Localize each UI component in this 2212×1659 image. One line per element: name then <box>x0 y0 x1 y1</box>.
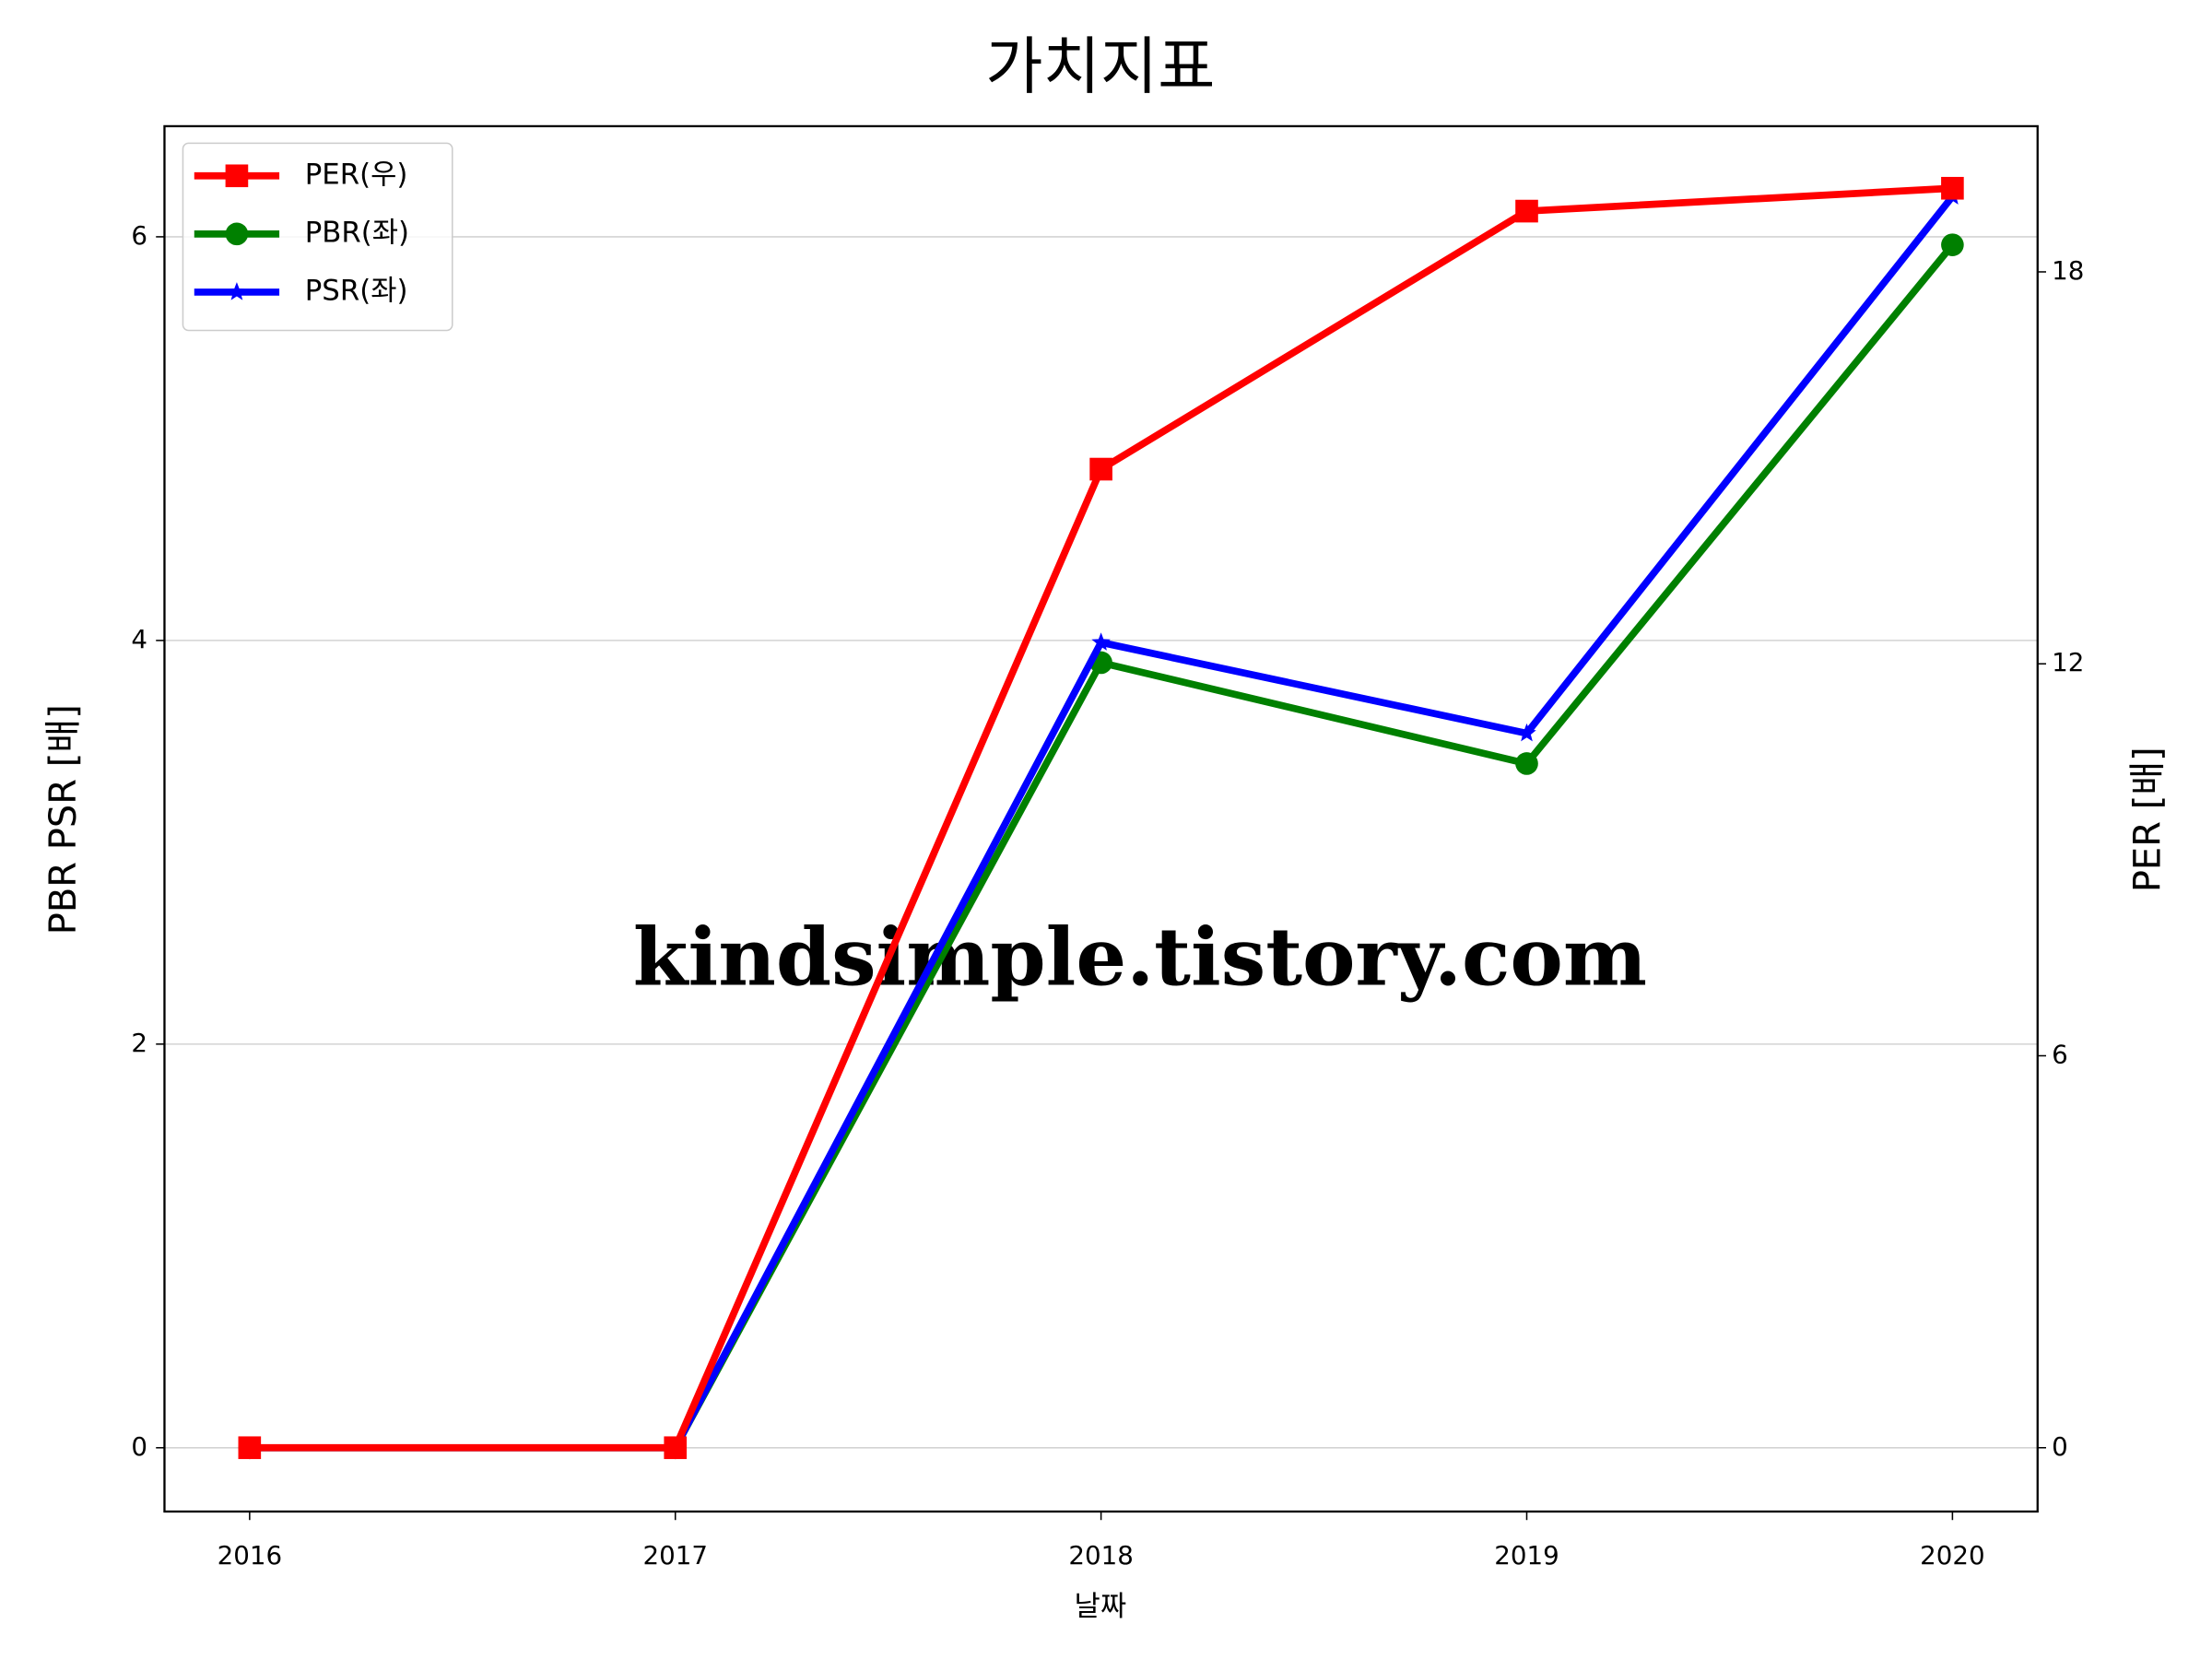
marker <box>1089 457 1112 481</box>
y2-tick-label: 0 <box>2052 1431 2068 1462</box>
legend-label: PBR(좌) <box>305 216 409 249</box>
y-tick-label: 2 <box>131 1028 147 1058</box>
legend-marker <box>225 164 249 188</box>
y-axis-label: PBR PSR [배] <box>42 704 85 935</box>
legend-label: PER(우) <box>305 158 408 191</box>
legend-marker <box>227 282 247 300</box>
x-tick-label: 2020 <box>1920 1540 1984 1571</box>
marker <box>1517 723 1536 742</box>
legend: PER(우) PBR(좌) PSR(좌) <box>182 142 453 332</box>
marker <box>1091 632 1111 651</box>
x-axis-label: 날짜 <box>1075 1590 1127 1623</box>
watermark: kindsimple.tistory.com <box>633 912 1647 1005</box>
legend-box <box>182 142 453 332</box>
marker <box>1515 199 1538 223</box>
x-tick-label: 2018 <box>1068 1540 1133 1571</box>
marker <box>1941 233 1964 256</box>
legend-label: PSR(좌) <box>305 274 408 307</box>
chart-title: 가치지표 <box>985 29 1215 102</box>
series-line <box>249 184 1953 1452</box>
marker <box>1941 176 1964 200</box>
x-tick-label: 2019 <box>1494 1540 1559 1571</box>
x-tick-label: 2016 <box>218 1540 282 1571</box>
plot-frame <box>163 124 2039 1513</box>
series-line <box>249 194 1956 1452</box>
y-tick-label: 0 <box>131 1431 147 1462</box>
y2-tick-label: 6 <box>2052 1039 2068 1069</box>
y-tick-label: 4 <box>131 624 147 654</box>
legend-marker <box>225 222 249 246</box>
marker <box>664 1436 688 1460</box>
marker <box>238 1436 262 1460</box>
marker <box>1515 752 1538 775</box>
y-tick-label: 6 <box>131 220 147 251</box>
y2-tick-label: 18 <box>2052 255 2084 286</box>
y2-tick-label: 12 <box>2052 647 2084 677</box>
x-tick-label: 2017 <box>642 1540 707 1571</box>
series-line <box>249 242 1956 1452</box>
y2-axis-label: PER [배] <box>2126 747 2169 892</box>
